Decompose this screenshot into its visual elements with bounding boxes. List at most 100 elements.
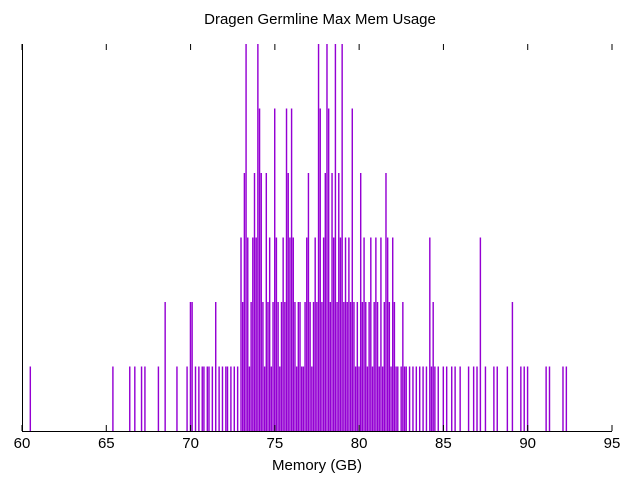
histogram-bar (112, 366, 114, 431)
histogram-bar (368, 302, 370, 431)
histogram-bar (274, 108, 276, 431)
histogram-bar (371, 366, 374, 431)
histogram-bar (290, 108, 293, 431)
histogram-bar (289, 237, 291, 431)
histogram-bar (250, 302, 252, 431)
histogram-bar (176, 366, 178, 431)
histogram-bar (191, 302, 193, 431)
histogram-bar (451, 366, 453, 431)
histogram-bar (314, 237, 316, 431)
histogram-bar (442, 366, 445, 431)
histogram-bar (395, 366, 397, 431)
histogram-bar (370, 237, 372, 431)
histogram-bar (282, 237, 284, 431)
histogram-bar (29, 366, 32, 431)
histogram-bar (322, 237, 325, 431)
histogram-bar (338, 173, 340, 431)
x-tick-label: 85 (435, 435, 452, 452)
histogram-bar (284, 302, 286, 431)
histogram-bar (430, 366, 433, 431)
histogram-bar (375, 237, 377, 431)
histogram-bar (277, 302, 279, 431)
histogram-bar (339, 237, 342, 431)
histogram-bar (144, 366, 146, 431)
histogram-bar (402, 302, 404, 431)
histogram-bar (272, 302, 274, 431)
histogram-bar (253, 173, 256, 431)
x-tick-label: 95 (604, 435, 621, 452)
histogram-bar (346, 302, 348, 431)
histogram-bar (297, 302, 300, 431)
histogram-bar (280, 302, 283, 431)
histogram-bar (300, 366, 303, 431)
histogram-bar (432, 302, 434, 431)
histogram-bar (317, 44, 320, 431)
histogram-bar (343, 302, 345, 431)
histogram-bar (429, 237, 431, 431)
histogram-bar (263, 366, 266, 431)
histogram-bar (520, 366, 522, 431)
x-tick-label: 60 (14, 435, 31, 452)
histogram-bar (526, 366, 529, 431)
histogram-bar (383, 302, 386, 431)
histogram-bar (275, 237, 278, 431)
histogram-bar (329, 302, 332, 431)
histogram-bar (302, 366, 305, 431)
histogram-bar (247, 237, 249, 431)
histogram-bar (386, 237, 389, 431)
histogram-bar (248, 366, 251, 431)
histogram-bar (479, 237, 482, 431)
x-axis-label-text: Memory (GB) (272, 457, 362, 474)
histogram-bar (545, 366, 547, 431)
histogram-bar (230, 366, 232, 431)
chart-title: Dragen Germline Max Mem Usage (204, 11, 436, 28)
histogram-bar (333, 237, 335, 431)
histogram-bar (307, 173, 310, 431)
histogram-bar (226, 366, 229, 431)
histogram-bar (358, 366, 360, 431)
histogram-bar (265, 173, 268, 431)
histogram-bar (306, 237, 308, 431)
histogram-bar (311, 366, 313, 431)
histogram-bar (408, 366, 411, 431)
histogram-bar (392, 237, 394, 431)
histogram-bar (327, 108, 330, 431)
histogram-bar (206, 366, 209, 431)
x-tick-label: 75 (267, 435, 284, 452)
histogram-bar (388, 302, 391, 431)
histogram-bar (321, 302, 323, 431)
histogram-bar (437, 366, 439, 431)
histogram-bar (467, 366, 470, 431)
histogram-bar (240, 237, 242, 431)
histogram-bar (270, 366, 273, 431)
histogram-bar (243, 173, 246, 431)
histogram-bar (434, 366, 436, 431)
histogram-bar (496, 366, 498, 431)
histogram-bar (299, 302, 301, 431)
histogram-bar (268, 237, 271, 431)
histogram-bar (418, 366, 421, 431)
histogram-bar (203, 366, 205, 431)
histogram-bar (405, 366, 407, 431)
histogram-bar (365, 302, 367, 431)
histogram-bar (373, 302, 375, 431)
histogram-bar (292, 237, 294, 431)
histogram-bar (211, 366, 214, 431)
histogram-bar (129, 366, 131, 431)
tick-labels-layer: 60 65 70 75 80 85 90 95 (14, 435, 621, 452)
histogram-bar (459, 366, 461, 431)
histogram-bar (258, 108, 261, 431)
histogram-bar (324, 173, 327, 431)
histogram-bar (221, 366, 224, 431)
histogram-bar (361, 302, 364, 431)
histogram-bar (186, 366, 188, 431)
histogram-bar (319, 108, 321, 431)
histogram-bar (316, 302, 318, 431)
histogram-bar (260, 173, 262, 431)
histogram-bar (476, 366, 478, 431)
histogram-bar (295, 366, 298, 431)
histogram-bar (225, 366, 227, 431)
axes-layer (21, 44, 613, 432)
histogram-bar (378, 366, 380, 431)
histogram-bar (309, 302, 311, 431)
